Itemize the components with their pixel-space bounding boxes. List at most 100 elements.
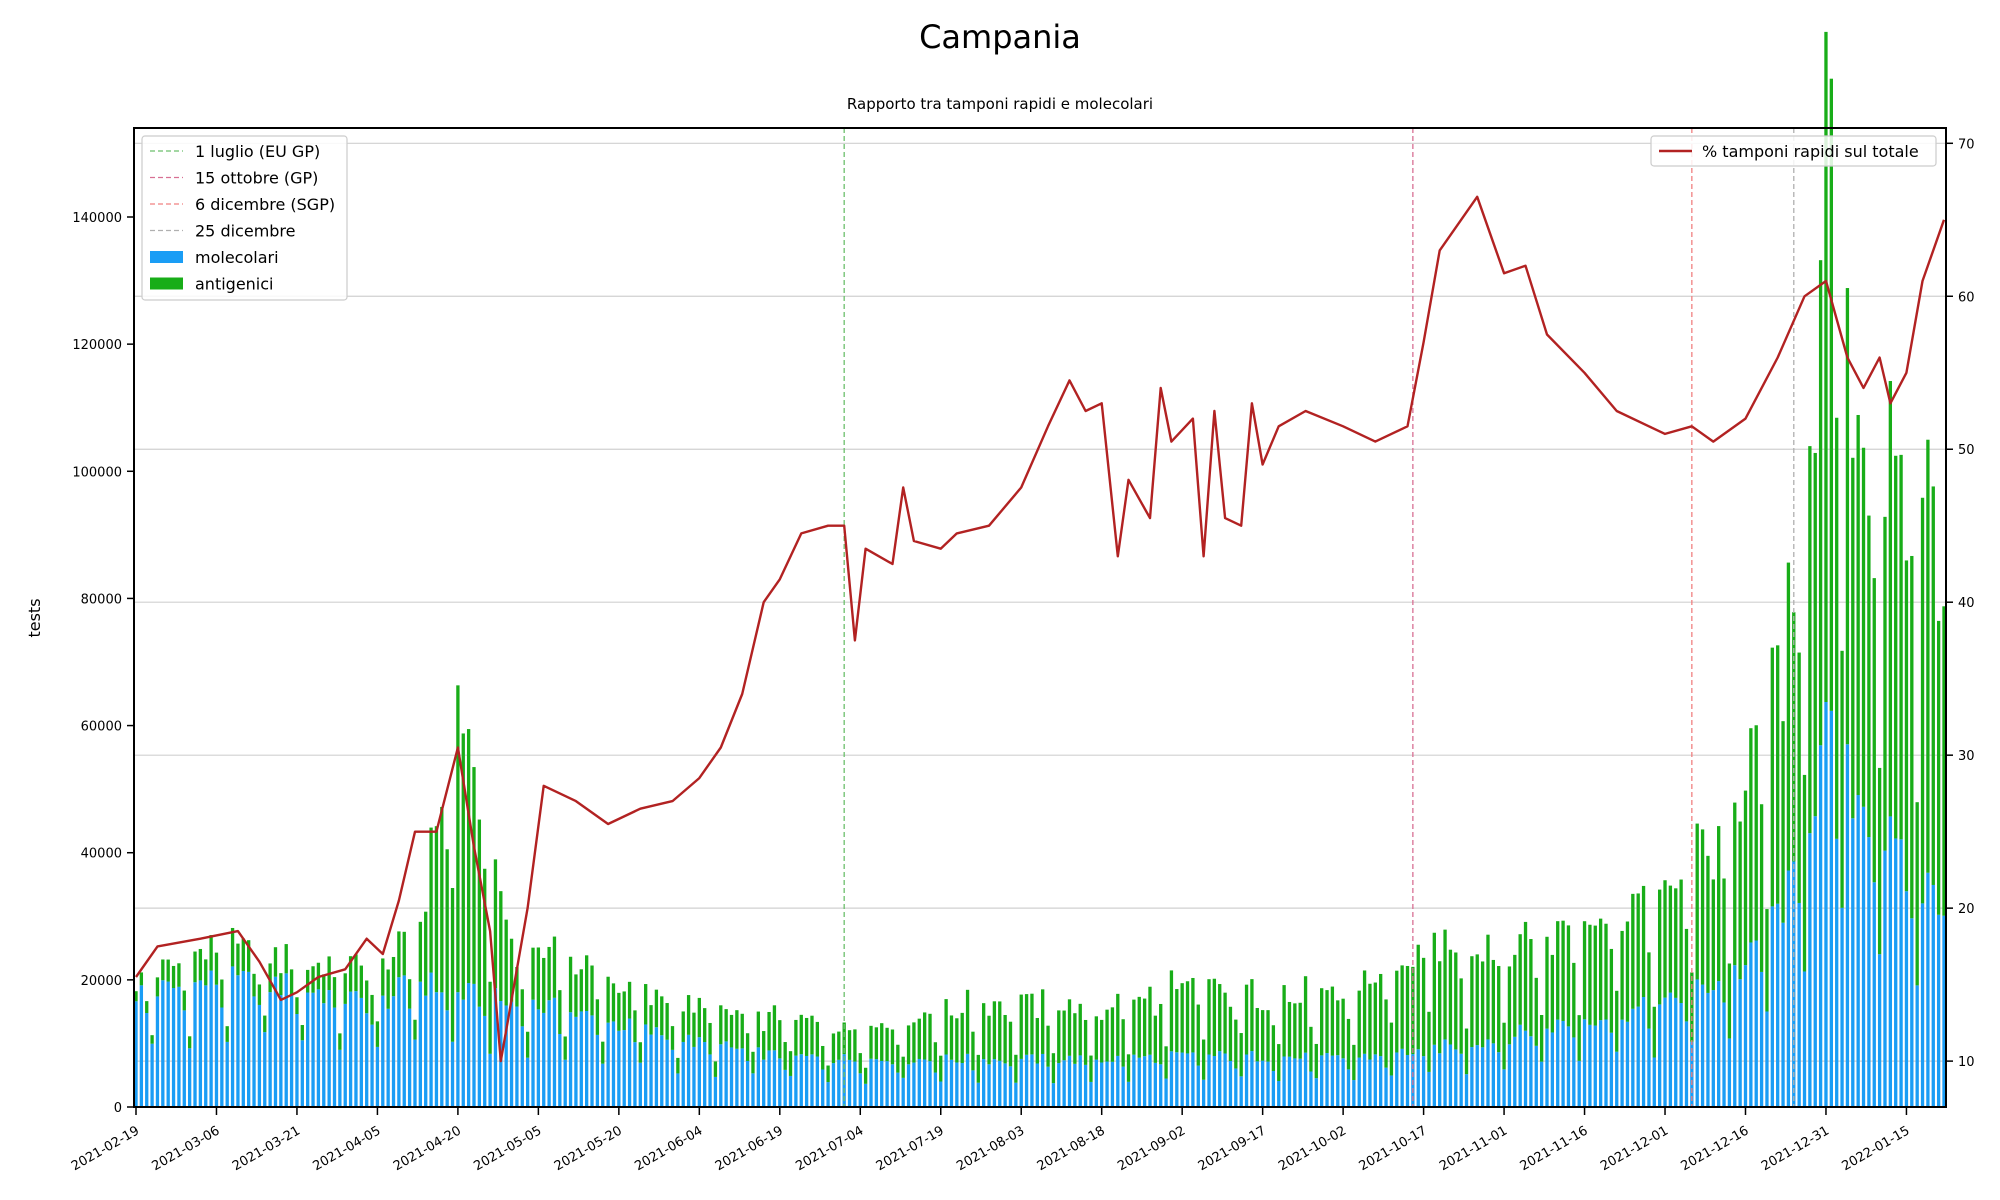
bar-antigenici <box>386 969 390 1009</box>
bar-molecolari <box>906 1064 911 1107</box>
legend-left-frame <box>141 135 348 301</box>
bar-molecolari <box>1379 1056 1383 1107</box>
bar-molecolari <box>1936 914 1941 1107</box>
bar-molecolari <box>992 1059 997 1107</box>
bar-molecolari <box>343 1003 347 1107</box>
bar-antigenici <box>1132 999 1136 1055</box>
legend-label: % tamponi rapidi sul totale <box>1702 142 1919 161</box>
bar-antigenici <box>450 887 455 1042</box>
bar-molecolari <box>982 1059 986 1107</box>
bar-molecolari <box>1024 1054 1029 1107</box>
x-tick-label: 2021-02-19 <box>69 1123 142 1174</box>
bar-molecolari <box>1454 1049 1458 1107</box>
bar-antigenici <box>1759 804 1764 972</box>
bar-antigenici <box>579 969 583 1012</box>
bar-molecolari <box>493 988 498 1107</box>
bar-antigenici <box>182 990 186 1011</box>
bar-molecolari <box>413 1039 417 1107</box>
bar-molecolari <box>1094 1059 1098 1107</box>
bar-molecolari <box>1770 906 1774 1107</box>
bar-molecolari <box>595 1034 600 1107</box>
bar-antigenici <box>815 1021 820 1057</box>
bar-antigenici <box>177 963 181 987</box>
bar-antigenici <box>531 947 535 1000</box>
y2-tick-label: 20 <box>1958 902 1975 917</box>
bar-antigenici <box>1572 962 1576 1038</box>
bar-molecolari <box>1588 1024 1592 1107</box>
bar-antigenici <box>1497 966 1501 1053</box>
bar-molecolari <box>434 992 439 1107</box>
bar-molecolari <box>295 1013 299 1107</box>
bar-molecolari <box>890 1064 895 1107</box>
bar-antigenici <box>1604 923 1608 1020</box>
bar-molecolari <box>230 966 235 1107</box>
bar-molecolari <box>214 984 219 1107</box>
bar-molecolari <box>1057 1063 1061 1107</box>
bar-molecolari <box>1867 837 1871 1107</box>
bar-antigenici <box>1786 562 1791 871</box>
bar-antigenici <box>574 974 578 1017</box>
bar-molecolari <box>912 1062 916 1107</box>
bar-molecolari <box>1722 1002 1726 1107</box>
bar-antigenici <box>477 819 482 1007</box>
bar-molecolari <box>1314 1078 1318 1107</box>
bar-molecolari <box>354 991 358 1107</box>
bar-molecolari <box>574 1016 578 1107</box>
x-tick-label: 2022-01-15 <box>1840 1123 1913 1174</box>
bar-antigenici <box>944 999 948 1055</box>
bar-molecolari <box>1888 816 1893 1107</box>
bar-molecolari <box>804 1055 809 1107</box>
bar-molecolari <box>1164 1078 1168 1107</box>
x-tick-label: 2021-10-02 <box>1276 1123 1349 1174</box>
bar-molecolari <box>247 971 251 1107</box>
bar-antigenici <box>263 1015 267 1033</box>
bar-antigenici <box>1915 802 1919 986</box>
bar-molecolari <box>1759 971 1764 1107</box>
bar-molecolari <box>284 973 288 1107</box>
bar-antigenici <box>1057 1010 1061 1064</box>
bar-antigenici <box>161 959 165 981</box>
bar-antigenici <box>595 999 600 1035</box>
bar-molecolari <box>1126 1081 1131 1107</box>
bar-molecolari <box>1743 965 1748 1107</box>
bar-antigenici <box>1067 999 1072 1056</box>
x-tick-label: 2021-12-01 <box>1598 1123 1671 1174</box>
bar-antigenici <box>1341 998 1345 1059</box>
legend-label: antigenici <box>195 275 274 294</box>
x-tick-label: 2021-03-06 <box>150 1123 223 1174</box>
bar-antigenici <box>906 1025 911 1065</box>
bar-molecolari <box>794 1055 798 1107</box>
bar-antigenici <box>1582 921 1587 1020</box>
bar-molecolari <box>1030 1054 1034 1107</box>
bar-molecolari <box>1818 745 1823 1107</box>
bar-antigenici <box>1867 515 1871 838</box>
bar-antigenici <box>391 956 396 997</box>
bar-molecolari <box>348 991 353 1107</box>
bar-antigenici <box>1379 973 1383 1057</box>
bar-antigenici <box>622 991 626 1031</box>
bar-antigenici <box>1888 381 1893 817</box>
bar-molecolari <box>311 992 315 1107</box>
bar-antigenici <box>751 1051 755 1074</box>
bar-molecolari <box>799 1054 803 1107</box>
bar-molecolari <box>944 1054 948 1107</box>
bar-antigenici <box>1523 921 1528 1031</box>
bar-antigenici <box>445 849 449 1011</box>
bar-antigenici <box>837 1031 841 1060</box>
bar-antigenici <box>257 984 262 1005</box>
bar-molecolari <box>225 1041 229 1107</box>
bar-molecolari <box>483 1015 487 1107</box>
bar-molecolari <box>1754 940 1758 1107</box>
bar-antigenici <box>644 984 648 1025</box>
bar-antigenici <box>1818 260 1823 746</box>
bar-antigenici <box>166 959 170 982</box>
bar-molecolari <box>1421 1056 1426 1107</box>
bar-antigenici <box>1255 1007 1259 1062</box>
bar-antigenici <box>783 1042 787 1070</box>
bar-antigenici <box>1711 879 1715 991</box>
bar-molecolari <box>1582 1019 1587 1107</box>
x-tick-label: 2021-04-20 <box>391 1123 464 1174</box>
bar-molecolari <box>145 1013 149 1107</box>
bar-molecolari <box>1679 1002 1683 1107</box>
y-tick-label: 100000 <box>72 465 122 480</box>
